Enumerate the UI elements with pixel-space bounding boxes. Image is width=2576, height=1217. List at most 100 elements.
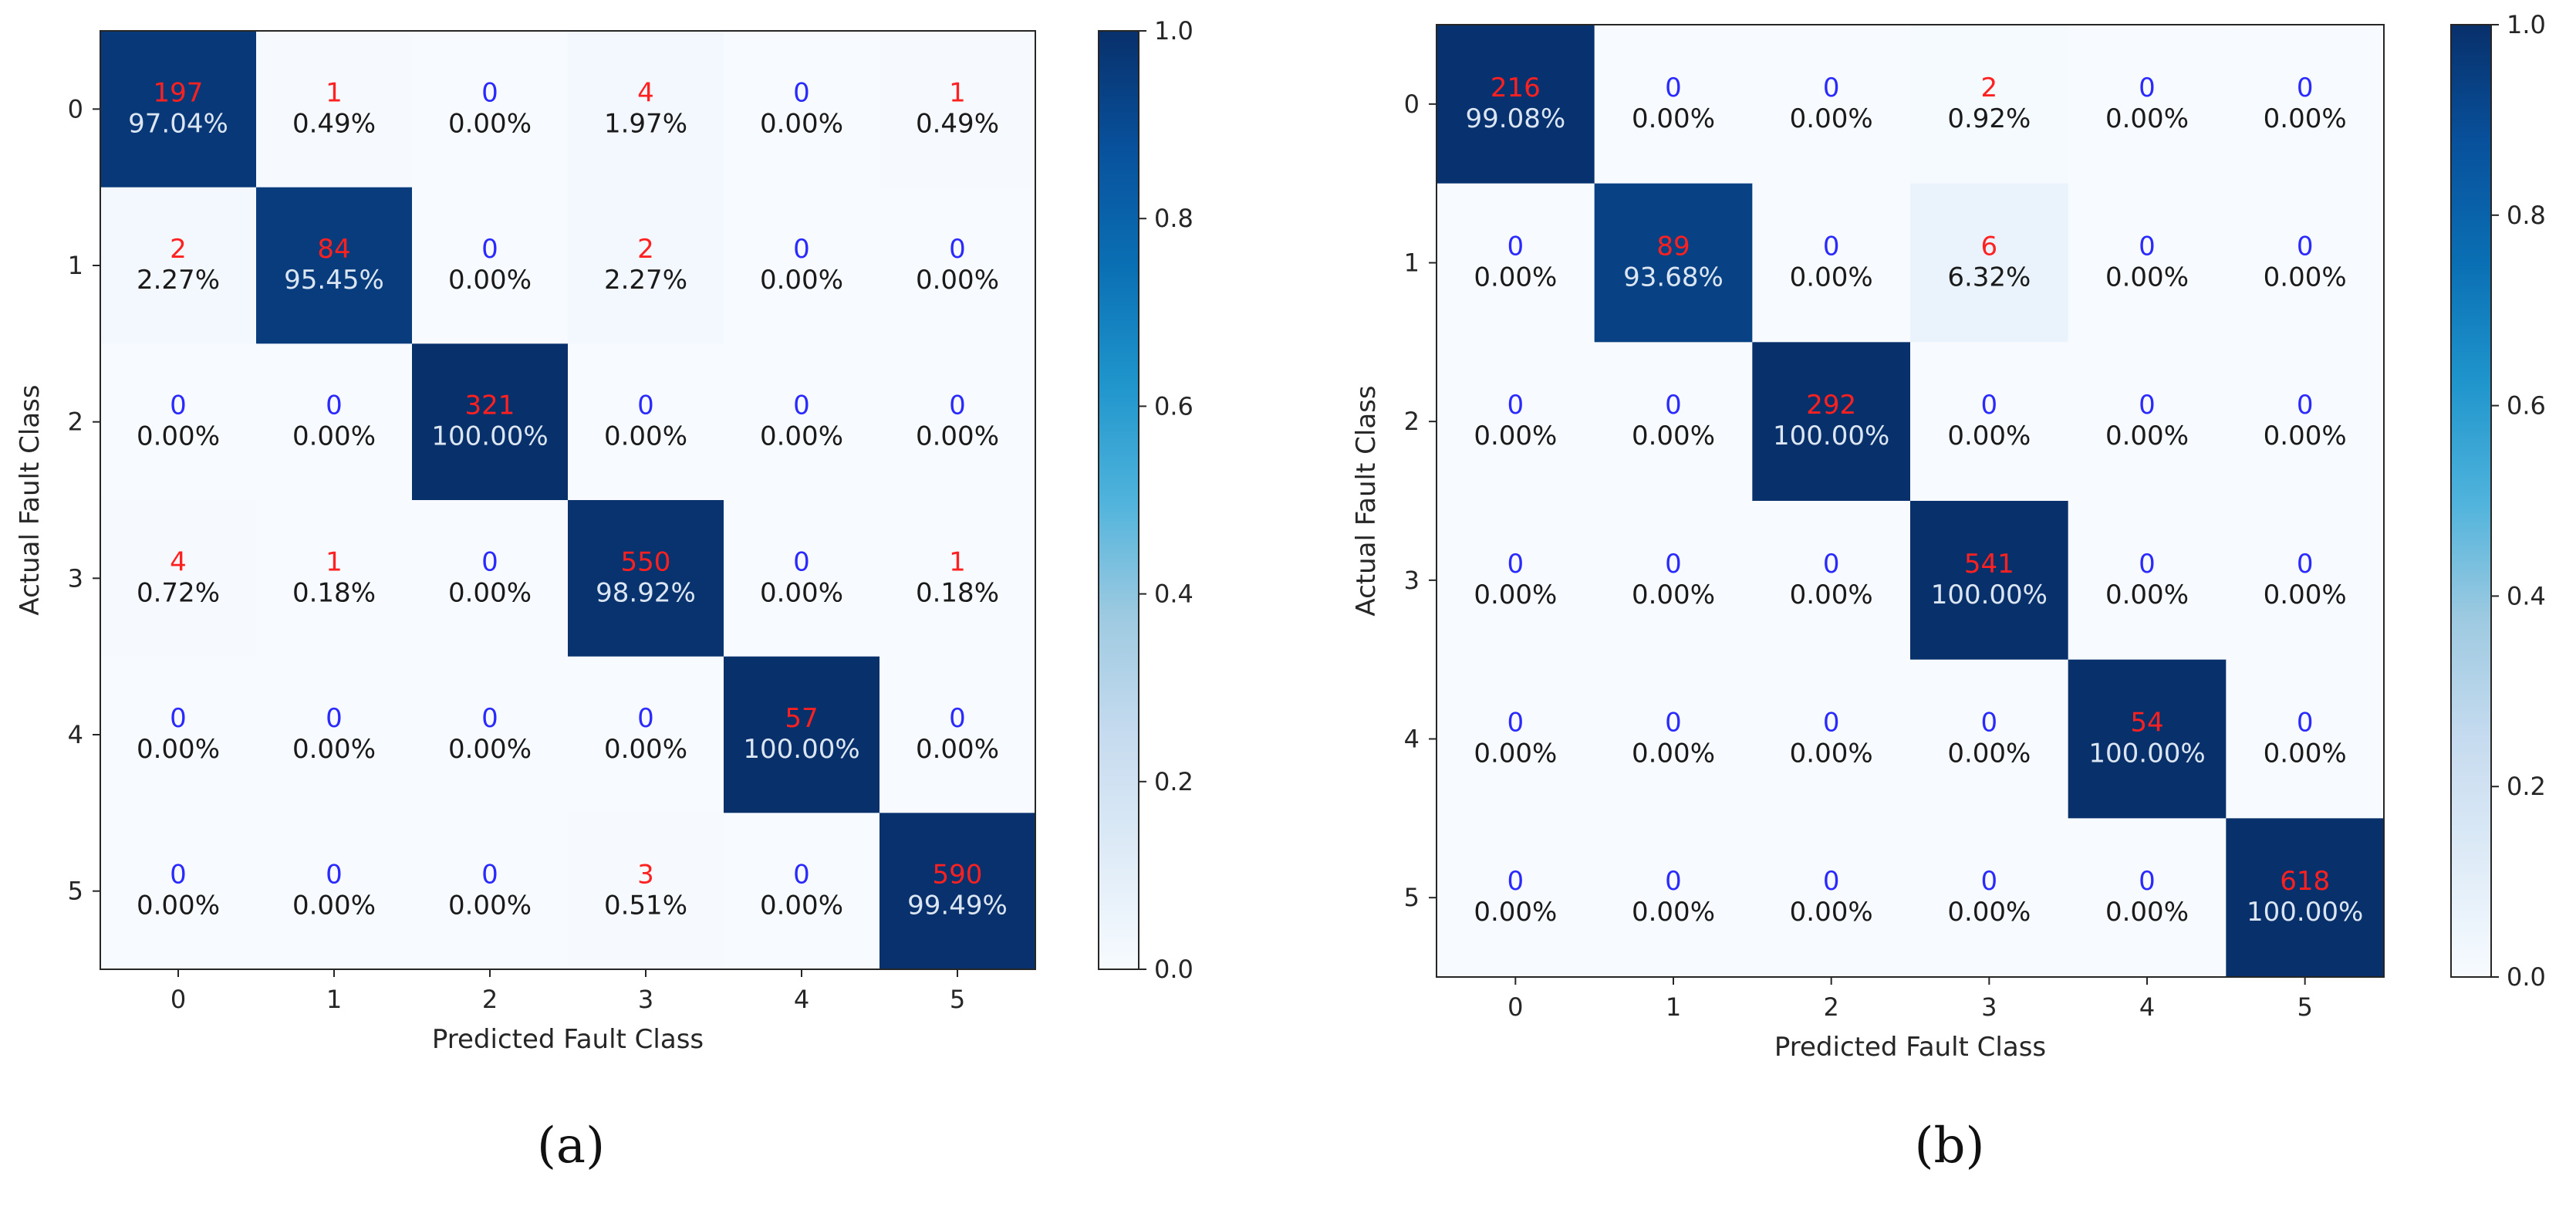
cell-count-b-r2-c4: 0 [2139,390,2156,421]
cell-b-r2-c5 [2226,342,2385,502]
cell-b-r0-c2 [1752,25,1911,184]
cell-count-a-r0-c4: 0 [793,77,810,108]
colorbar-tick-label-a-5: 1.0 [1154,16,1193,46]
confusion-matrix-b: 21699.08%00.00%00.00%20.92%00.00%00.00%0… [1351,10,2546,1175]
cell-count-b-r1-c2: 0 [1823,232,1840,262]
cell-count-b-r3-c2: 0 [1823,549,1840,580]
cell-a-r5-c2 [412,813,569,970]
cell-percent-b-r4-c4: 100.00% [2088,739,2205,769]
heatmap-frame-a [100,30,1036,970]
x-tick-label-a-1: 1 [326,985,342,1014]
y-tick-label-a-5: 5 [68,877,83,906]
cell-percent-b-r2-c2: 100.00% [1773,421,1889,451]
cell-b-r5-c3 [1910,818,2069,978]
cell-percent-a-r0-c3: 1.97% [604,108,687,139]
colorbar-tick-label-b-4: 0.8 [2507,201,2546,230]
cell-a-r5-c5 [879,813,1036,970]
cell-count-b-r0-c3: 2 [1981,73,1998,103]
cell-count-a-r3-c0: 4 [170,546,187,577]
cell-count-b-r4-c0: 0 [1507,708,1524,739]
cell-a-r1-c3 [568,187,724,344]
cell-count-a-r5-c1: 0 [326,860,343,891]
cell-count-a-r3-c4: 0 [793,546,810,577]
cell-b-r3-c0 [1437,501,1595,661]
y-tick-label-b-1: 1 [1404,248,1420,278]
cell-percent-b-r0-c2: 0.00% [1790,103,1873,134]
cell-percent-b-r5-c1: 0.00% [1632,897,1715,928]
cell-a-r1-c2 [412,187,569,344]
cell-b-r0-c3 [1910,25,2069,184]
cell-count-a-r0-c2: 0 [481,77,498,108]
cell-count-a-r4-c0: 0 [170,703,187,734]
cell-b-r5-c0 [1437,818,1595,978]
cell-b-r0-c4 [2068,25,2227,184]
cell-b-r2-c1 [1594,342,1753,502]
cell-count-a-r4-c3: 0 [637,703,654,734]
heatmap-cells-b: 21699.08%00.00%00.00%20.92%00.00%00.00%0… [1437,25,2385,978]
cell-percent-b-r3-c4: 0.00% [2105,580,2189,610]
cell-a-r4-c4 [724,656,880,813]
cell-percent-b-r4-c1: 0.00% [1632,739,1715,769]
cell-percent-a-r3-c3: 98.92% [596,577,696,608]
y-tick-label-a-2: 2 [68,407,83,437]
cell-a-r1-c4 [724,187,880,344]
cell-count-a-r2-c3: 0 [637,390,654,421]
cell-percent-b-r2-c3: 0.00% [1947,421,2031,451]
cell-count-a-r5-c3: 3 [637,860,654,891]
cell-count-b-r4-c4: 54 [2130,708,2163,739]
x-tick-label-a-3: 3 [638,985,653,1014]
cell-percent-b-r1-c2: 0.00% [1790,262,1873,293]
x-tick-label-a-5: 5 [950,985,965,1014]
y-tick-label-b-4: 4 [1404,725,1420,754]
cell-percent-a-r2-c4: 0.00% [760,421,843,452]
colorbar-tick-label-b-2: 0.4 [2507,581,2546,610]
x-ticks-b: 0 1 2 3 4 5 [1507,977,2313,1022]
cell-a-r4-c3 [568,656,724,813]
cell-a-r0-c4 [724,31,880,188]
cell-percent-a-r2-c1: 0.00% [292,421,376,452]
cell-count-a-r3-c2: 0 [481,546,498,577]
cell-percent-a-r3-c5: 0.18% [916,577,999,608]
cell-count-b-r0-c2: 0 [1823,73,1840,103]
cell-percent-b-r3-c1: 0.00% [1632,580,1715,610]
cell-percent-b-r5-c2: 0.00% [1790,897,1873,928]
cell-percent-b-r0-c1: 0.00% [1632,103,1715,134]
cell-count-a-r5-c5: 590 [933,860,983,891]
cell-count-b-r0-c4: 0 [2139,73,2156,103]
cell-b-r4-c1 [1594,659,1753,819]
cell-count-a-r4-c2: 0 [481,703,498,734]
heatmap-frame-b [1436,24,2385,978]
cell-percent-a-r1-c1: 95.45% [284,265,384,296]
cell-count-a-r4-c1: 0 [326,703,343,734]
y-tick-label-a-1: 1 [68,251,83,280]
cell-a-r3-c3 [568,500,724,658]
cell-a-r1-c1 [256,187,413,344]
cell-count-b-r4-c3: 0 [1981,708,1998,739]
cell-count-b-r5-c3: 0 [1981,866,1998,897]
cell-count-a-r4-c5: 0 [949,703,966,734]
cell-percent-b-r4-c3: 0.00% [1947,739,2031,769]
x-tick-label-b-0: 0 [1507,992,1523,1022]
cell-b-r4-c0 [1437,659,1595,819]
cell-percent-a-r2-c2: 100.00% [431,421,548,452]
colorbar-tick-label-a-3: 0.6 [1154,391,1193,421]
cell-a-r5-c1 [256,813,413,970]
cell-count-b-r1-c1: 89 [1656,232,1690,262]
x-tick-label-b-1: 1 [1666,992,1681,1022]
cell-a-r4-c2 [412,656,569,813]
cell-percent-b-r1-c0: 0.00% [1474,262,1557,293]
colorbar-ticks-a: 0.0 0.2 0.4 0.6 0.8 1.0 [1139,16,1193,984]
cell-percent-a-r3-c2: 0.00% [448,577,532,608]
heatmap-cells-a: 19797.04%10.49%00.00%41.97%00.00%10.49%2… [100,31,1036,970]
cell-b-r1-c4 [2068,183,2227,343]
cell-a-r5-c4 [724,813,880,970]
x-ticks-a: 0 1 2 3 4 5 [170,969,965,1014]
cell-b-r1-c0 [1437,183,1595,343]
cell-percent-b-r1-c3: 6.32% [1947,262,2031,293]
cell-percent-b-r3-c0: 0.00% [1474,580,1557,610]
colorbar-b [2450,24,2492,978]
cell-a-r1-c5 [879,187,1036,344]
cell-percent-b-r2-c5: 0.00% [2264,421,2347,451]
cell-percent-b-r5-c5: 100.00% [2247,897,2363,928]
